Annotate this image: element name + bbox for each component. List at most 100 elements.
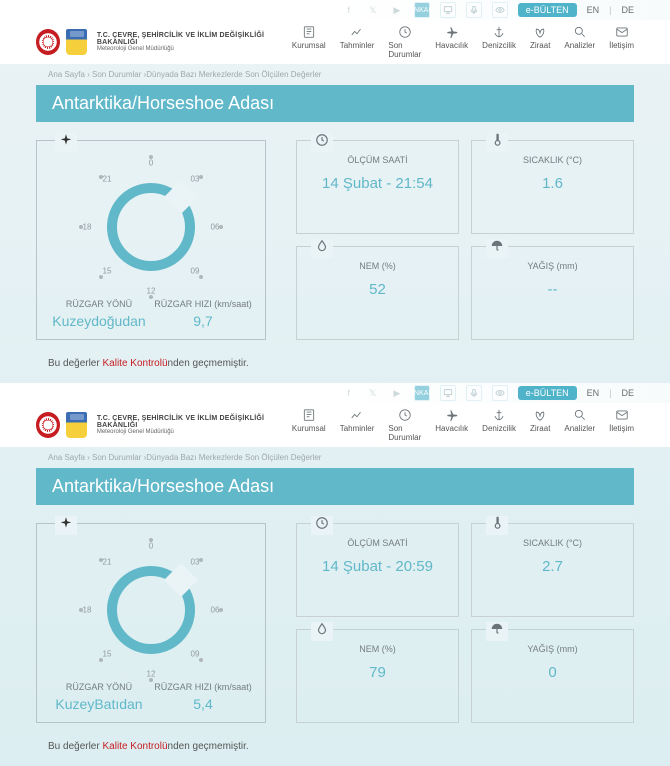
kalite-kontrol-link[interactable]: Kalite Kontrolü — [102, 741, 167, 752]
dial-tick: 15 — [103, 267, 112, 276]
metric-cards: ÖLÇÜM SAATİ 14 Şubat - 21:54 SICAKLIK (°… — [296, 140, 634, 340]
nav-tahminler[interactable]: Tahminler — [340, 25, 375, 59]
nav-iletisim[interactable]: İletişim — [609, 25, 634, 59]
droplet-icon — [311, 622, 333, 641]
ministry-logo-icon — [36, 29, 60, 55]
nav-denizcilik[interactable]: Denizcilik — [482, 25, 516, 59]
nav-label: İletişim — [609, 41, 634, 50]
nav-label: Tahminler — [340, 41, 375, 50]
humidity-label: NEM (%) — [359, 261, 396, 271]
logo-group[interactable]: T.C. ÇEVRE, ŞEHİRCİLİK VE İKLİM DEĞİŞİKL… — [36, 412, 292, 438]
breadcrumb[interactable]: Ana Sayfa › Son Durumlar ›Dünyada Bazı M… — [0, 447, 670, 468]
youtube-icon[interactable]: ▶ — [390, 3, 404, 17]
nav-label: Analizler — [564, 424, 595, 433]
nav-analizler[interactable]: Analizler — [564, 25, 595, 59]
humidity-label: NEM (%) — [359, 644, 396, 654]
thermometer-icon — [486, 133, 508, 152]
org-title: T.C. ÇEVRE, ŞEHİRCİLİK VE İKLİM DEĞİŞİKL… — [97, 32, 292, 46]
nav-label: Tahminler — [340, 424, 375, 433]
nav-label: Havacılık — [435, 424, 468, 433]
lang-de[interactable]: DE — [621, 5, 634, 15]
org-title: T.C. ÇEVRE, ŞEHİRCİLİK VE İKLİM DEĞİŞİKL… — [97, 415, 292, 429]
accessibility-icon[interactable] — [492, 385, 508, 401]
nav-ziraat[interactable]: Ziraat — [530, 25, 550, 59]
breadcrumb[interactable]: Ana Sayfa › Son Durumlar ›Dünyada Bazı M… — [0, 64, 670, 85]
lang-en[interactable]: EN — [587, 5, 600, 15]
facebook-icon[interactable]: f — [342, 386, 356, 400]
ebulten-button[interactable]: e-BÜLTEN — [518, 386, 577, 400]
time-value: 14 Şubat - 21:54 — [322, 175, 433, 192]
ebulten-button[interactable]: e-BÜLTEN — [518, 3, 577, 17]
temp-card: SICAKLIK (°C) 2.7 — [471, 523, 634, 617]
dial-tick: 21 — [103, 175, 112, 184]
page-title: Antarktika/Horseshoe Adası — [36, 468, 634, 505]
wind-card: 003060912151821 RÜZGAR YÖNÜ RÜZGAR HIZI … — [36, 523, 266, 723]
plane-icon — [55, 516, 77, 535]
nav-kurumsal[interactable]: Kurumsal — [292, 408, 326, 442]
nav-label: Ziraat — [530, 41, 550, 50]
time-label: ÖLÇÜM SAATİ — [347, 155, 407, 165]
twitter-icon[interactable]: 𝕏 — [366, 386, 380, 400]
nav-sondurumlar[interactable]: Son Durumlar — [388, 25, 421, 59]
dial-tick: 15 — [103, 650, 112, 659]
nav-label: Son Durumlar — [388, 41, 421, 59]
nav-label: Son Durumlar — [388, 424, 421, 442]
facebook-icon[interactable]: f — [342, 3, 356, 17]
dial-tick: 0 — [149, 159, 153, 168]
mgm-logo-icon — [66, 29, 86, 55]
nav-ziraat[interactable]: Ziraat — [530, 408, 550, 442]
umbrella-icon — [486, 622, 508, 641]
observation-panel: f 𝕏 ▶ ANKARA e-BÜLTEN EN | DE T.C. ÇEVRE… — [0, 0, 670, 383]
wind-dir-value: Kuzeydoğudan — [47, 313, 151, 329]
nav-havacilik[interactable]: Havacılık — [435, 408, 468, 442]
precip-label: YAĞIŞ (mm) — [527, 261, 577, 271]
wind-dial: 003060912151821 — [81, 540, 221, 680]
location-highlight[interactable]: ANKARA — [414, 2, 430, 18]
nav-label: Kurumsal — [292, 41, 326, 50]
nav-tahminler[interactable]: Tahminler — [340, 408, 375, 442]
kalite-kontrol-link[interactable]: Kalite Kontrolü — [102, 358, 167, 369]
youtube-icon[interactable]: ▶ — [390, 386, 404, 400]
metric-cards: ÖLÇÜM SAATİ 14 Şubat - 20:59 SICAKLIK (°… — [296, 523, 634, 723]
precip-label: YAĞIŞ (mm) — [527, 644, 577, 654]
nav-kurumsal[interactable]: Kurumsal — [292, 25, 326, 59]
wind-dir-label: RÜZGAR YÖNÜ — [47, 299, 151, 309]
lang-de[interactable]: DE — [621, 388, 634, 398]
wind-speed-value: 5,4 — [151, 696, 255, 712]
precip-value: 0 — [548, 664, 556, 681]
quality-note: Bu değerler Kalite Kontrolünden geçmemiş… — [0, 350, 670, 383]
humidity-value: 52 — [369, 281, 386, 298]
nav-iletisim[interactable]: İletişim — [609, 408, 634, 442]
mic-icon[interactable] — [466, 385, 482, 401]
temp-card: SICAKLIK (°C) 1.6 — [471, 140, 634, 234]
desktop-icon[interactable] — [440, 2, 456, 18]
twitter-icon[interactable]: 𝕏 — [366, 3, 380, 17]
dial-tick: 18 — [83, 606, 92, 615]
nav-label: İletişim — [609, 424, 634, 433]
nav-denizcilik[interactable]: Denizcilik — [482, 408, 516, 442]
desktop-icon[interactable] — [440, 385, 456, 401]
lang-en[interactable]: EN — [587, 388, 600, 398]
nav-label: Ziraat — [530, 424, 550, 433]
nav-label: Denizcilik — [482, 41, 516, 50]
nav-havacilik[interactable]: Havacılık — [435, 25, 468, 59]
main-header: T.C. ÇEVRE, ŞEHİRCİLİK VE İKLİM DEĞİŞİKL… — [0, 403, 670, 447]
nav-sondurumlar[interactable]: Son Durumlar — [388, 408, 421, 442]
wind-speed-label: RÜZGAR HIZI (km/saat) — [151, 299, 255, 309]
nav-analizler[interactable]: Analizler — [564, 408, 595, 442]
wind-speed-value: 9,7 — [151, 313, 255, 329]
dial-tick: 09 — [191, 650, 200, 659]
location-highlight[interactable]: ANKARA — [414, 385, 430, 401]
accessibility-icon[interactable] — [492, 2, 508, 18]
humidity-value: 79 — [369, 664, 386, 681]
dial-tick: 21 — [103, 558, 112, 567]
logo-group[interactable]: T.C. ÇEVRE, ŞEHİRCİLİK VE İKLİM DEĞİŞİKL… — [36, 29, 292, 55]
observation-panel: f 𝕏 ▶ ANKARA e-BÜLTEN EN | DE T.C. ÇEVRE… — [0, 383, 670, 766]
time-label: ÖLÇÜM SAATİ — [347, 538, 407, 548]
precip-card: YAĞIŞ (mm) -- — [471, 246, 634, 340]
top-utility-bar: f 𝕏 ▶ ANKARA e-BÜLTEN EN | DE — [0, 383, 670, 403]
wind-dial: 003060912151821 — [81, 157, 221, 297]
nav-label: Analizler — [564, 41, 595, 50]
temp-value: 2.7 — [542, 558, 563, 575]
mic-icon[interactable] — [466, 2, 482, 18]
